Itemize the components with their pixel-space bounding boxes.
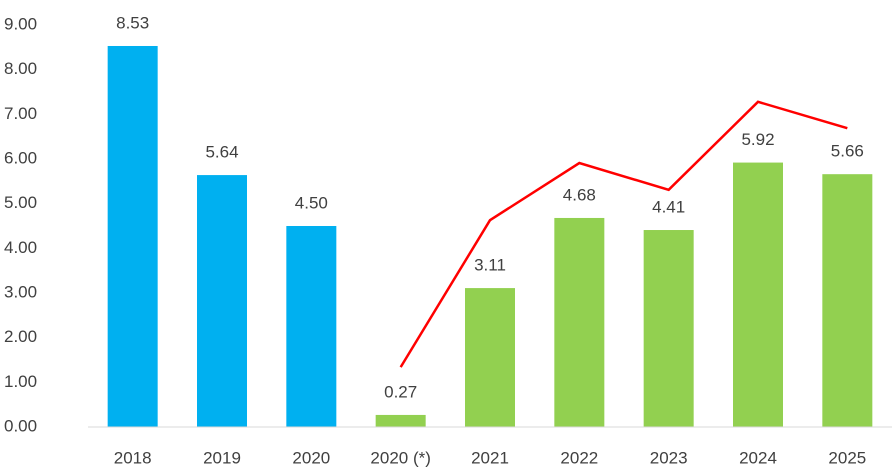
bar [376, 415, 426, 427]
bar [465, 288, 515, 427]
y-tick-label: 2.00 [4, 327, 37, 346]
x-tick-label: 2019 [203, 448, 241, 467]
value-label: 5.64 [205, 143, 238, 162]
value-label: 5.92 [741, 130, 774, 149]
y-tick-label: 8.00 [4, 59, 37, 78]
value-label: 4.50 [295, 193, 328, 212]
y-tick-label: 0.00 [4, 416, 37, 435]
x-tick-label: 2020 [292, 448, 330, 467]
y-tick-label: 3.00 [4, 282, 37, 301]
y-tick-label: 1.00 [4, 372, 37, 391]
x-tick-label: 2023 [650, 448, 688, 467]
bar [644, 230, 694, 427]
value-label: 0.27 [384, 382, 417, 401]
x-tick-label: 2024 [739, 448, 777, 467]
y-tick-label: 6.00 [4, 148, 37, 167]
bar [554, 218, 604, 427]
value-label: 8.53 [116, 13, 149, 32]
y-tick-label: 4.00 [4, 238, 37, 257]
x-tick-label: 2021 [471, 448, 509, 467]
value-label: 3.11 [474, 256, 506, 275]
value-label: 4.68 [563, 185, 596, 204]
x-tick-label: 2018 [114, 448, 152, 467]
x-tick-label: 2020 (*) [370, 448, 430, 467]
bar [286, 226, 336, 427]
y-tick-label: 5.00 [4, 193, 37, 212]
bar [733, 163, 783, 427]
y-tick-label: 9.00 [4, 14, 37, 33]
bar [197, 175, 247, 427]
page: 0.00 1.00 2.00 3.00 4.00 5.00 6.00 7.00 8.00 9.00… [0, 0, 892, 467]
bar [822, 174, 872, 427]
value-label: 4.41 [652, 198, 685, 217]
x-tick-label: 2022 [560, 448, 598, 467]
y-tick-label: 7.00 [4, 104, 37, 123]
x-tick-label: 2025 [828, 448, 866, 467]
value-label: 5.66 [831, 142, 864, 161]
bar [108, 46, 158, 427]
chart: 0.00 1.00 2.00 3.00 4.00 5.00 6.00 7.00 8.00 9.00… [0, 0, 892, 467]
